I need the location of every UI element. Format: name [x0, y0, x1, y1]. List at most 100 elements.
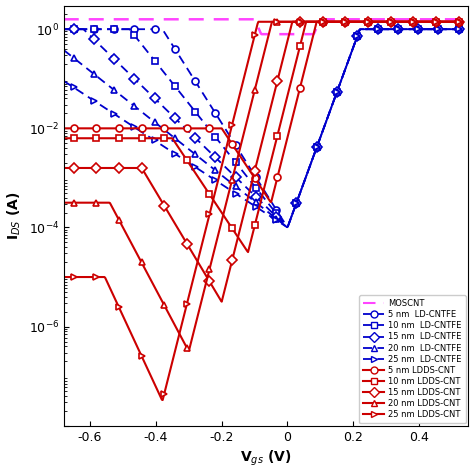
- 5 nm  LDDS-CNT: [365, 19, 371, 25]
- Line: 10 nm LDDS-CN: 10 nm LDDS-CN: [70, 18, 462, 232]
- 20 nm LDDS-CN: [433, 19, 439, 25]
- 5 nm  LD-CNTFE: [273, 207, 279, 212]
- 5 nm  LDDS-CNT: [71, 126, 76, 131]
- 15 nm  LD-CNTF: [436, 27, 441, 32]
- 20 nm  LD-CNTF: [111, 87, 117, 93]
- 5 nm  LD-CNTFE: [253, 174, 259, 180]
- 25 nm LDDS-CN: [388, 19, 393, 25]
- 15 nm  LD-CNTF: [172, 115, 178, 121]
- 25 nm LDDS-CN: [93, 274, 99, 280]
- 5 nm  LD-CNTFE: [415, 27, 421, 32]
- 15 nm  LD-CNTF: [132, 76, 137, 82]
- 25 nm LDDS-CN: [161, 391, 167, 397]
- 5 nm  LD-CNTFE: [314, 145, 319, 150]
- 10 nm LDDS-CN: [93, 136, 99, 141]
- 15 nm  LD-CNTF: [233, 174, 238, 180]
- Line: 5 nm  LDDS-CNT: 5 nm LDDS-CNT: [70, 18, 462, 182]
- 10 nm LDDS-CN: [320, 19, 326, 25]
- 10 nm  LD-CNTF: [355, 34, 360, 39]
- 5 nm  LD-CNTFE: [334, 89, 340, 95]
- 15 nm  LD-CNTF: [314, 145, 319, 150]
- 25 nm LDDS-CN: [456, 19, 461, 25]
- MOSCNT: [252, 18, 258, 23]
- 5 nm  LD-CNTFE: [132, 27, 137, 32]
- 15 nm LDDS-CN: [343, 19, 348, 25]
- 25 nm  LD-CNTF: [91, 98, 97, 103]
- 20 nm LDDS-CN: [320, 19, 326, 25]
- 10 nm LDDS-CN: [161, 136, 167, 141]
- 10 nm LDDS-CN: [274, 133, 280, 138]
- 25 nm  LD-CNTF: [132, 124, 137, 130]
- 20 nm  LD-CNTF: [374, 27, 380, 32]
- 25 nm LDDS-CN: [229, 122, 235, 128]
- 15 nm  LD-CNTF: [293, 200, 299, 206]
- 5 nm  LDDS-CNT: [93, 126, 99, 131]
- 5 nm  LDDS-CNT: [229, 141, 235, 147]
- 5 nm  LD-CNTFE: [192, 78, 198, 84]
- 10 nm LDDS-CN: [139, 136, 145, 141]
- MOSCNT: [299, 31, 304, 37]
- 25 nm LDDS-CN: [116, 304, 122, 310]
- 15 nm LDDS-CN: [139, 165, 145, 171]
- 10 nm  LD-CNTF: [91, 27, 97, 32]
- 15 nm LDDS-CN: [320, 19, 326, 25]
- 20 nm  LD-CNTF: [415, 27, 421, 32]
- 5 nm  LDDS-CNT: [274, 174, 280, 180]
- 25 nm LDDS-CN: [71, 274, 76, 280]
- 20 nm LDDS-CN: [274, 19, 280, 25]
- MOSCNT: [450, 17, 456, 22]
- 25 nm  LD-CNTF: [213, 177, 219, 183]
- 5 nm  LDDS-CNT: [297, 85, 303, 91]
- 25 nm  LD-CNTF: [233, 191, 238, 196]
- 15 nm  LD-CNTF: [71, 27, 76, 32]
- 10 nm  LD-CNTF: [192, 109, 198, 114]
- 10 nm  LD-CNTF: [273, 210, 279, 216]
- 15 nm  LD-CNTF: [152, 96, 157, 101]
- Line: 20 nm LDDS-CN: 20 nm LDDS-CN: [70, 18, 462, 351]
- 15 nm  LD-CNTF: [395, 27, 401, 32]
- 10 nm  LD-CNTF: [233, 160, 238, 165]
- MOSCNT: [277, 31, 283, 37]
- 20 nm  LD-CNTF: [293, 200, 299, 206]
- 20 nm LDDS-CN: [343, 19, 348, 25]
- 5 nm  LD-CNTFE: [374, 27, 380, 32]
- 25 nm  LD-CNTF: [355, 34, 360, 39]
- 10 nm  LD-CNTF: [456, 27, 461, 32]
- Line: 10 nm  LD-CNTF: 10 nm LD-CNTF: [70, 26, 462, 217]
- 20 nm  LD-CNTF: [334, 89, 340, 95]
- 15 nm  LD-CNTF: [355, 34, 360, 39]
- 15 nm LDDS-CN: [184, 241, 190, 246]
- 10 nm  LD-CNTF: [314, 145, 319, 150]
- 20 nm  LD-CNTF: [314, 145, 319, 150]
- 20 nm  LD-CNTF: [233, 183, 238, 189]
- Line: 20 nm  LD-CNTF: 20 nm LD-CNTF: [70, 26, 462, 222]
- Legend: MOSCNT, 5 nm  LD-CNTFE, 10 nm  LD-CNTFE, 15 nm  LD-CNTFE, 20 nm  LD-CNTFE, 25 nm: MOSCNT, 5 nm LD-CNTFE, 10 nm LD-CNTFE, 1…: [359, 295, 466, 423]
- 10 nm LDDS-CN: [365, 19, 371, 25]
- 25 nm  LD-CNTF: [374, 27, 380, 32]
- 25 nm LDDS-CN: [184, 301, 190, 307]
- 15 nm  LD-CNTF: [91, 36, 97, 42]
- Line: 25 nm LDDS-CN: 25 nm LDDS-CN: [70, 18, 462, 398]
- 5 nm  LD-CNTFE: [172, 46, 178, 52]
- 20 nm  LD-CNTF: [213, 167, 219, 173]
- 25 nm LDDS-CN: [320, 19, 326, 25]
- 20 nm  LD-CNTF: [152, 119, 157, 125]
- 20 nm  LD-CNTF: [273, 216, 279, 221]
- 5 nm  LD-CNTFE: [395, 27, 401, 32]
- 25 nm  LD-CNTF: [395, 27, 401, 32]
- 25 nm  LD-CNTF: [293, 200, 299, 206]
- 15 nm LDDS-CN: [274, 78, 280, 84]
- MOSCNT: [259, 31, 264, 37]
- 20 nm  LD-CNTF: [355, 34, 360, 39]
- 25 nm LDDS-CN: [433, 19, 439, 25]
- 5 nm  LD-CNTFE: [152, 27, 157, 32]
- 5 nm  LDDS-CNT: [456, 19, 461, 25]
- 20 nm LDDS-CN: [365, 19, 371, 25]
- 25 nm LDDS-CN: [207, 212, 212, 218]
- Y-axis label: I$_{DS}$ (A): I$_{DS}$ (A): [6, 191, 23, 240]
- 25 nm  LD-CNTF: [253, 204, 259, 210]
- 10 nm LDDS-CN: [410, 19, 416, 25]
- 15 nm LDDS-CN: [456, 19, 461, 25]
- 25 nm LDDS-CN: [139, 353, 145, 359]
- 10 nm  LD-CNTF: [71, 27, 76, 32]
